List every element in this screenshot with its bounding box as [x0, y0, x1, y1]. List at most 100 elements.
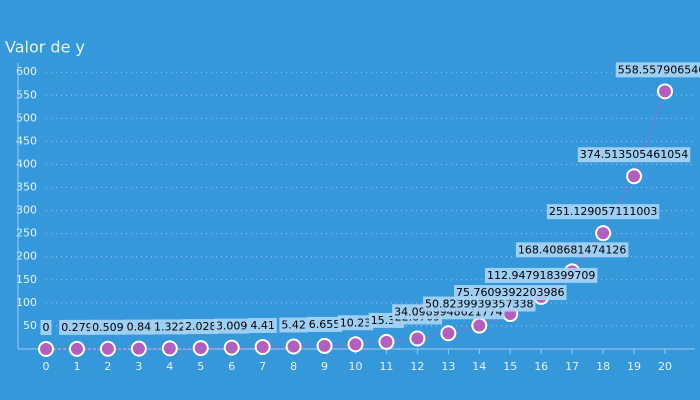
data-label-group: 558.5579065464	[615, 62, 700, 78]
data-label-group: 168.408681474126	[515, 242, 629, 258]
point	[440, 325, 457, 342]
data-label-group: 0.509	[90, 319, 126, 335]
point	[192, 340, 209, 357]
data-label-box	[248, 317, 277, 333]
data-label: 0.509	[92, 321, 124, 334]
data-label-box	[546, 204, 660, 220]
x-tick-label: 16	[534, 360, 548, 373]
x-tick-label: 12	[410, 360, 424, 373]
x-tick-label: 19	[627, 360, 641, 373]
data-label: 2.028	[185, 320, 217, 333]
data-label-group: 2.028	[183, 319, 219, 335]
x-tick-label: 11	[379, 360, 393, 373]
data-label-group: 10.23	[337, 315, 374, 331]
data-label-group: 3.009	[213, 318, 250, 334]
point	[378, 333, 395, 350]
y-tick-label: 50	[23, 319, 37, 332]
x-tick-label: 0	[43, 360, 50, 373]
data-label-group: 374.513505461054	[577, 147, 691, 163]
point	[161, 340, 178, 357]
data-label-group: 50.8239939357338	[423, 296, 536, 312]
point	[626, 168, 643, 185]
data-label-group: 0.279	[59, 319, 95, 335]
x-tick-label: 14	[472, 360, 486, 373]
data-label-group: 1.322	[152, 319, 188, 335]
x-tick-label: 3	[135, 360, 142, 373]
point	[99, 340, 116, 357]
data-label: 3.009	[216, 320, 248, 333]
data-label: 251.129057111003	[549, 205, 657, 218]
x-tick-label: 9	[321, 360, 328, 373]
x-tick-label: 15	[503, 360, 517, 373]
data-label: 374.513505461054	[580, 148, 688, 161]
point	[68, 340, 85, 357]
point	[130, 340, 147, 357]
data-label-box	[337, 315, 374, 331]
data-label-group: 6.655	[306, 316, 343, 332]
data-label-box	[484, 267, 598, 283]
data-label-box	[124, 319, 154, 335]
data-label-group: 75.7609392203986	[454, 285, 567, 301]
point	[409, 330, 426, 347]
data-label-box	[90, 319, 126, 335]
x-tick-label: 10	[349, 360, 363, 373]
chart-title: Valor de y	[5, 38, 85, 57]
x-tick-label: 20	[658, 360, 672, 373]
point	[285, 338, 302, 355]
data-label-group: 0	[40, 320, 52, 335]
y-tick-label: 150	[16, 273, 37, 286]
y-tick-label: 550	[16, 88, 37, 101]
data-label: 50.8239939357338	[425, 298, 533, 311]
x-tick-label: 17	[565, 360, 579, 373]
point	[657, 83, 673, 100]
data-label-box	[183, 319, 219, 335]
data-label: 75.7609392203986	[456, 286, 564, 299]
data-label-box	[615, 62, 700, 78]
series-line	[45, 91, 666, 350]
point	[471, 317, 488, 334]
data-label-box	[152, 319, 188, 335]
x-tick-label: 8	[290, 360, 297, 373]
y-tick-label: 350	[16, 181, 37, 194]
x-tick-label: 18	[596, 360, 610, 373]
data-label: 558.5579065464	[618, 63, 700, 76]
data-label: 5.42	[281, 318, 306, 331]
y-tick-label: 250	[16, 227, 37, 240]
x-tick-label: 6	[228, 360, 235, 373]
data-label-group: 112.947918399709	[484, 267, 598, 283]
x-tick-label: 13	[441, 360, 455, 373]
x-tick-label: 5	[197, 360, 204, 373]
x-tick-label: 1	[73, 360, 80, 373]
x-tick-label: 7	[259, 360, 266, 373]
x-tick-label: 2	[104, 360, 111, 373]
data-label: 6.655	[309, 318, 341, 331]
point	[254, 338, 271, 355]
data-label: 10.23	[340, 316, 372, 329]
data-label-group: 0.84	[124, 319, 154, 335]
x-tick-label: 4	[166, 360, 173, 373]
data-label: 0.279	[61, 321, 93, 334]
data-label-group: 5.42	[279, 317, 308, 333]
y-tick-label: 300	[16, 204, 37, 217]
data-label-box	[423, 296, 536, 312]
y-tick-label: 400	[16, 157, 37, 170]
point	[347, 336, 364, 353]
point	[223, 339, 240, 356]
data-label: 112.947918399709	[487, 269, 595, 282]
point	[38, 341, 54, 357]
data-label-group: 4.41	[248, 317, 277, 333]
data-label: 0	[43, 321, 50, 334]
data-label-box	[40, 320, 52, 335]
data-label-box	[213, 318, 250, 334]
point	[595, 225, 612, 242]
y-tick-label: 450	[16, 134, 37, 147]
y-tick-label: 500	[16, 111, 37, 124]
data-label-box	[59, 319, 95, 335]
data-label-group: 251.129057111003	[546, 204, 660, 220]
data-label-box	[306, 316, 343, 332]
data-label: 0.84	[127, 321, 152, 334]
data-label-box	[577, 147, 691, 163]
point	[316, 337, 333, 354]
y-tick-label: 200	[16, 250, 37, 263]
